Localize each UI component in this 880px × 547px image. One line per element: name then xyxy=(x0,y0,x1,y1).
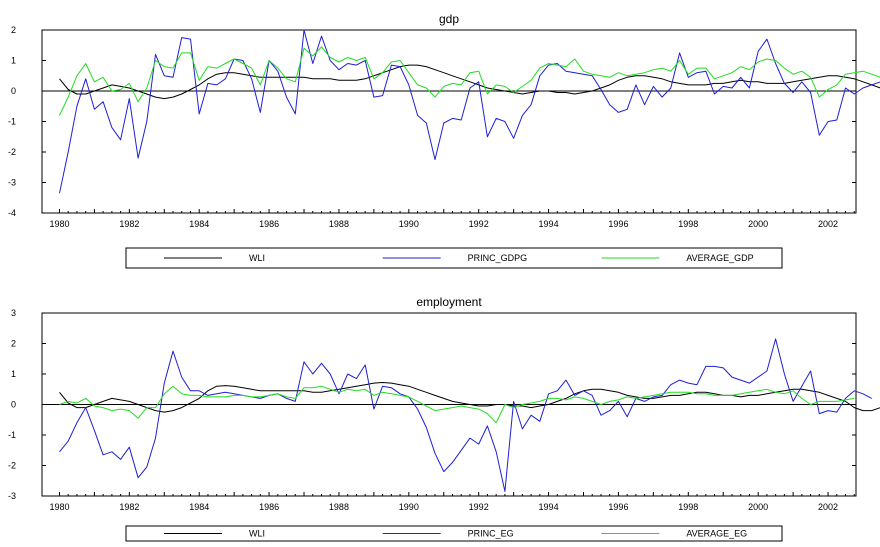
legend-label: WLI xyxy=(249,529,265,539)
legend-label: PRINC_GDPG xyxy=(468,253,528,263)
y-tick-label: -1 xyxy=(8,117,16,127)
x-tick-label: 1988 xyxy=(329,502,349,512)
chart-panel-1: employment -3 -2 -1 0 1 2 3 1980 1982 1984 1986 1988… xyxy=(8,295,880,541)
legend-label: AVERAGE_GDP xyxy=(686,253,753,263)
x-tick-label: 1990 xyxy=(399,502,419,512)
x-tick-label: 1994 xyxy=(539,502,559,512)
x-tick-label: 2000 xyxy=(748,502,768,512)
y-tick-label: 2 xyxy=(11,339,16,349)
x-tick-label: 1986 xyxy=(259,219,279,229)
x-tick-label: 1980 xyxy=(49,219,69,229)
x-tick-label: 1982 xyxy=(119,219,139,229)
x-tick-label: 1998 xyxy=(678,502,698,512)
y-tick-label: -3 xyxy=(8,178,16,188)
x-tick-label: 1988 xyxy=(329,219,349,229)
y-tick-label: 0 xyxy=(11,400,16,410)
x-tick-label: 1992 xyxy=(469,219,489,229)
x-tick-label: 1994 xyxy=(539,219,559,229)
x-tick-label: 1984 xyxy=(189,502,209,512)
y-tick-label: 1 xyxy=(11,56,16,66)
x-tick-label: 1980 xyxy=(49,502,69,512)
legend-box xyxy=(126,248,782,268)
x-tick-label: 2002 xyxy=(818,219,838,229)
legend-label: PRINC_EG xyxy=(468,529,514,539)
legend-label: WLI xyxy=(249,253,265,263)
y-tick-label: -3 xyxy=(8,491,16,501)
x-tick-label: 1992 xyxy=(469,502,489,512)
y-tick-label: -4 xyxy=(8,208,16,218)
legend-box xyxy=(126,526,782,541)
chart-title: employment xyxy=(416,295,482,309)
series-line-princ-eg xyxy=(60,339,872,492)
x-tick-label: 2000 xyxy=(748,219,768,229)
x-tick-label: 1982 xyxy=(119,502,139,512)
y-tick-label: -1 xyxy=(8,430,16,440)
series-line-princ-gdpg xyxy=(60,30,880,193)
y-tick-label: 3 xyxy=(11,308,16,318)
x-tick-label: 1996 xyxy=(608,502,628,512)
plot-frame xyxy=(42,30,856,213)
x-tick-label: 1998 xyxy=(678,219,698,229)
y-tick-label: -2 xyxy=(8,147,16,157)
chart-title: gdp xyxy=(439,12,459,26)
y-tick-label: 1 xyxy=(11,369,16,379)
x-tick-label: 1996 xyxy=(608,219,628,229)
x-tick-label: 1984 xyxy=(189,219,209,229)
y-tick-label: 0 xyxy=(11,86,16,96)
legend-label: AVERAGE_EG xyxy=(686,529,747,539)
y-tick-label: -2 xyxy=(8,461,16,471)
x-tick-label: 2002 xyxy=(818,502,838,512)
x-tick-label: 1986 xyxy=(259,502,279,512)
series-line-wli xyxy=(60,65,880,99)
x-tick-label: 1990 xyxy=(399,219,419,229)
chart-panel-0: gdp -4 -3 -2 -1 0 1 2 1980 1982 1984 1986 1988 1990 19… xyxy=(8,12,880,268)
y-tick-label: 2 xyxy=(11,25,16,35)
